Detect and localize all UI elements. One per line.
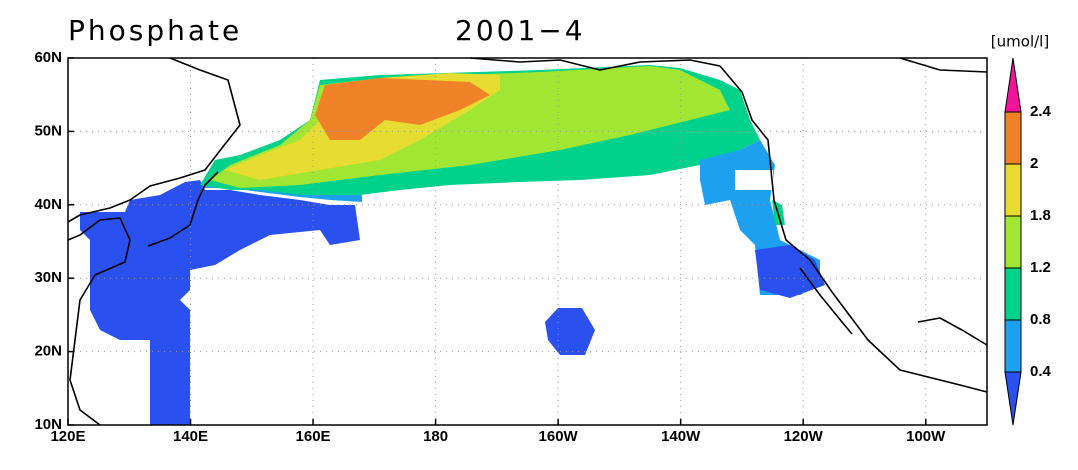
title: Phosphate [68, 14, 242, 47]
colorbar-box [1004, 267, 1022, 321]
y-tick-label: 10N [34, 416, 62, 433]
coastlines [67, 57, 988, 426]
gap [735, 170, 773, 190]
region [755, 245, 825, 298]
colorbar-label: 0.8 [1030, 311, 1051, 328]
x-tick-label: 180 [423, 428, 448, 445]
coast-america [719, 65, 988, 393]
coast-asia [67, 57, 241, 223]
region [315, 78, 490, 140]
coast-canada [899, 57, 988, 73]
colorbar-high [1004, 57, 1022, 113]
y-tick-label: 50N [34, 122, 62, 139]
coast-korea-china [67, 217, 131, 426]
y-tick-label: 30N [34, 269, 62, 286]
x-tick-label: 120W [784, 428, 824, 445]
x-tick-label: 140E [173, 428, 208, 445]
x-tick-label: 160E [296, 428, 331, 445]
coast-japan [147, 171, 219, 247]
x-tick-label: 100W [906, 428, 946, 445]
map-frame [67, 57, 988, 426]
colorbar-box [1004, 319, 1022, 373]
region [80, 180, 360, 425]
colorbar-label: 1.2 [1030, 259, 1051, 276]
colorbar-label: 2.4 [1030, 103, 1052, 120]
colorbar-label: 1.8 [1030, 207, 1051, 224]
x-tick-label: 140W [661, 428, 701, 445]
colorbar-low [1004, 371, 1022, 426]
y-tick-label: 40N [34, 196, 62, 213]
colorbar-box [1004, 163, 1022, 217]
coast-gulf [917, 317, 988, 346]
coast-alaska [469, 57, 721, 71]
colorbar-label: 0.4 [1030, 363, 1052, 380]
x-tick-label: 120E [50, 428, 85, 445]
field [80, 65, 825, 425]
y-tick-label: 60N [34, 49, 62, 66]
y-tick-label: 20N [34, 343, 62, 360]
colorbar-box [1004, 111, 1022, 165]
region [545, 308, 595, 355]
coast-baja [799, 267, 853, 335]
x-tick-label: 160W [539, 428, 579, 445]
colorbar-box [1004, 215, 1022, 269]
colorbar-label: 2 [1030, 155, 1038, 172]
unit: [umol/l] [991, 33, 1049, 51]
colorbar: 0.4 0.8 1.2 1.8 2 2.4 [1004, 57, 1052, 426]
date: 2001−4 [455, 14, 586, 47]
